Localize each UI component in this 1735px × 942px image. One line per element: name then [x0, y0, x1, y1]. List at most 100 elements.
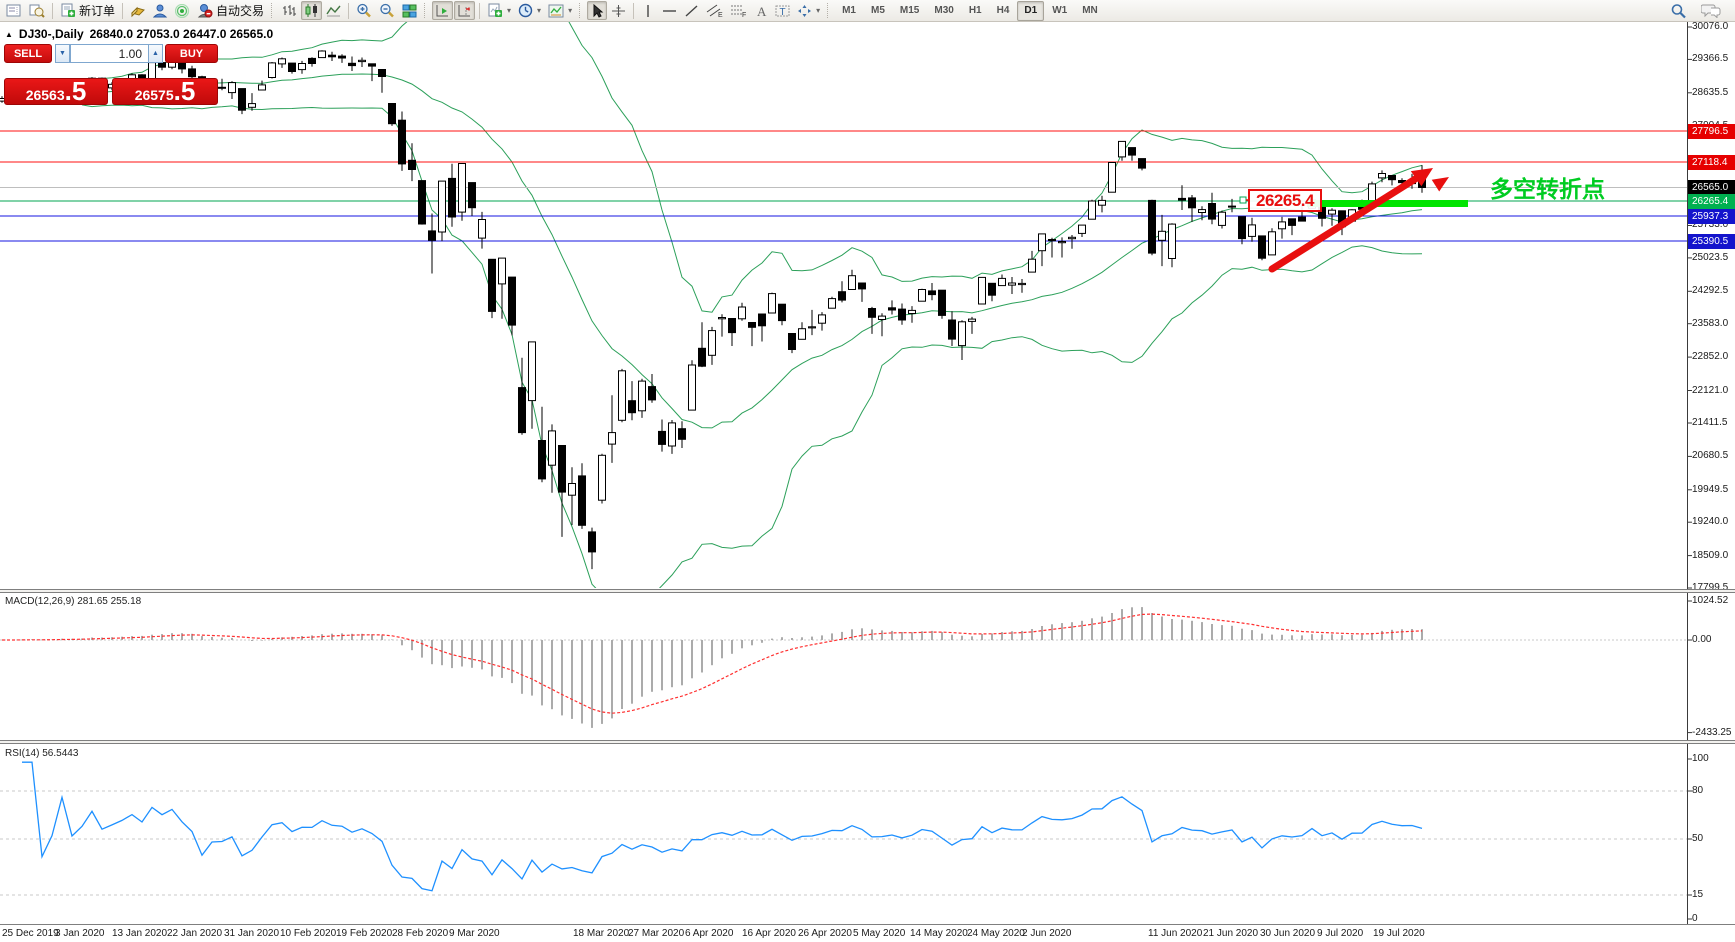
candle-body [1238, 216, 1246, 240]
timeframe-w1-button[interactable]: W1 [1052, 5, 1068, 16]
buy-button[interactable]: BUY [165, 44, 218, 63]
candle-body [658, 430, 666, 445]
candle-body [1288, 218, 1296, 226]
bollinger-upper-band [81, 22, 1423, 313]
chart-shift-icon[interactable] [454, 1, 476, 20]
panel-splitter-macd[interactable] [0, 589, 1735, 593]
date-label: 5 May 2020 [853, 928, 906, 939]
price-tag-annotation[interactable]: 26265.4 [1248, 189, 1322, 212]
rsi-plot [0, 761, 1687, 896]
price-tick-label: 18509.0 [1692, 550, 1729, 561]
signals-icon[interactable] [172, 1, 193, 20]
periods-button[interactable]: ▾ [515, 1, 544, 20]
date-label: 28 Feb 2020 [392, 928, 449, 939]
price-badge-27118.4: 27118.4 [1688, 155, 1735, 170]
sell-price-display[interactable]: 26563.5 [4, 78, 108, 105]
timeframe-mn-button[interactable]: MN [1082, 5, 1098, 16]
zoom-out-icon[interactable] [376, 1, 398, 20]
timeframe-h1-button[interactable]: H1 [968, 5, 982, 16]
rsi-tick-label: 80 [1692, 785, 1704, 796]
bar-chart-type-icon[interactable] [279, 1, 300, 20]
candle-body [378, 69, 386, 77]
fibonacci-tool-icon[interactable]: F [727, 1, 750, 20]
date-label: 2 Jun 2020 [1022, 928, 1072, 939]
panel-splitter-rsi[interactable] [0, 740, 1735, 744]
candle-body [1328, 209, 1336, 215]
ohlc-values: 26840.0 27053.0 26447.0 26565.0 [89, 27, 274, 41]
equidistant-channel-tool-icon[interactable]: E [703, 1, 726, 20]
candle-body [818, 314, 826, 324]
date-label: 25 Dec 2019 [2, 928, 59, 939]
candle-body [1048, 239, 1056, 242]
date-label: 27 Mar 2020 [628, 928, 685, 939]
candle-body [478, 219, 486, 239]
candle-body [1188, 197, 1196, 209]
periods-caret-icon: ▾ [537, 6, 542, 15]
tile-windows-icon[interactable] [399, 1, 420, 20]
new-chart-button[interactable]: ▾ [484, 1, 514, 20]
candles [0, 50, 1426, 570]
candle-body [298, 63, 306, 71]
sell-button[interactable]: SELL [4, 44, 52, 63]
timeframe-h4-button[interactable]: H4 [996, 5, 1010, 16]
timeframe-m30-button[interactable]: M30 [934, 5, 954, 16]
crosshair-tool-icon[interactable] [608, 1, 629, 20]
zoom-in-icon[interactable] [353, 1, 375, 20]
macd-plot [0, 607, 1687, 728]
candle-body [398, 119, 406, 165]
date-label: 9 Mar 2020 [449, 928, 500, 939]
history-center-icon[interactable] [127, 1, 149, 20]
templates-button[interactable]: ▾ [545, 1, 575, 20]
autotrading-button[interactable]: 自动交易 [194, 1, 267, 20]
search-icon[interactable] [1667, 1, 1690, 20]
price-tick-label: 22121.0 [1692, 385, 1729, 396]
text-label-tool-icon[interactable]: T [772, 1, 793, 20]
candle-body [218, 86, 226, 89]
candle-body [1078, 224, 1086, 234]
macd-panel[interactable] [0, 593, 1735, 740]
date-label: 19 Jul 2020 [1373, 928, 1425, 939]
price-badge-26265.4: 26265.4 [1688, 194, 1735, 209]
trend-arrow-shaft[interactable] [1268, 172, 1424, 273]
timeframe-m1-button[interactable]: M1 [842, 5, 856, 16]
volume-input[interactable] [70, 44, 149, 63]
green-support-bar[interactable] [1307, 200, 1468, 207]
horizontal-line-tool-icon[interactable] [659, 1, 680, 20]
timeframe-m5-button[interactable]: M5 [871, 5, 885, 16]
svg-text:A: A [757, 4, 767, 18]
data-window-icon[interactable] [26, 1, 48, 20]
timeframe-m15-button[interactable]: M15 [899, 5, 920, 16]
cursor-tool-icon[interactable] [587, 1, 608, 20]
accounts-icon[interactable] [150, 1, 171, 20]
volume-decrease-button[interactable]: ▼ [55, 44, 70, 63]
price-badge-27796.5: 27796.5 [1688, 124, 1735, 139]
date-label: 14 May 2020 [910, 928, 968, 939]
date-label: 16 Apr 2020 [742, 928, 796, 939]
main-chart[interactable] [0, 22, 1735, 589]
text-tool-icon[interactable]: A [751, 1, 771, 20]
macd-tick-label: -2433.25 [1692, 727, 1732, 738]
candle-body [928, 290, 936, 296]
market-watch-icon[interactable] [3, 1, 25, 20]
date-label: 26 Apr 2020 [798, 928, 852, 939]
timeframe-d1-button[interactable]: D1 [1017, 0, 1045, 21]
candlestick-type-icon[interactable] [301, 1, 323, 20]
candle-body [268, 62, 276, 79]
candle-body [738, 306, 746, 320]
candle-body [588, 531, 596, 553]
buy-price-display[interactable]: 26575.5 [112, 78, 218, 105]
arrows-tool-icon[interactable]: ▾ [794, 1, 823, 20]
chat-icon[interactable] [1698, 1, 1724, 20]
line-chart-type-icon[interactable] [323, 1, 344, 20]
candle-body [148, 62, 156, 80]
volume-increase-button[interactable]: ▲ [148, 44, 163, 63]
auto-scroll-icon[interactable] [432, 1, 454, 20]
vertical-line-tool-icon[interactable] [638, 1, 658, 20]
turning-point-annotation[interactable]: 多空转折点 [1490, 176, 1605, 202]
rsi-panel[interactable] [0, 744, 1735, 925]
line-handle[interactable] [1239, 196, 1247, 204]
trendline-tool-icon[interactable] [681, 1, 702, 20]
candle-body [948, 319, 956, 340]
new-order-button[interactable]: 新订单 [57, 1, 118, 20]
buy-price-pips: .5 [173, 76, 196, 106]
